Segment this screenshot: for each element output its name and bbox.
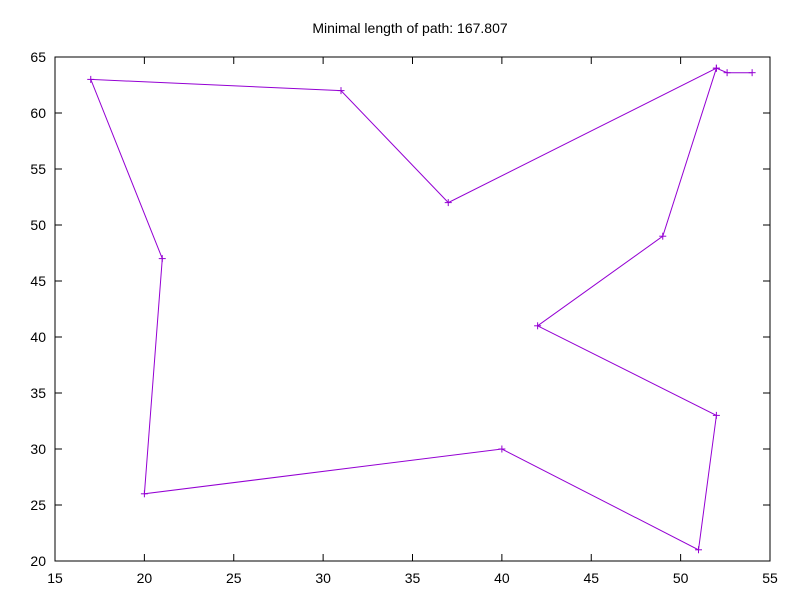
y-tick-label: 60 (30, 105, 46, 121)
y-tick-label: 50 (30, 217, 46, 233)
path-point (723, 69, 731, 77)
x-tick-label: 20 (137, 570, 153, 586)
path-point (444, 199, 452, 207)
path-point (659, 232, 667, 240)
x-tick-label: 15 (47, 570, 63, 586)
chart-title: Minimal length of path: 167.807 (312, 20, 508, 36)
y-tick-label: 35 (30, 385, 46, 401)
y-tick-label: 65 (30, 49, 46, 65)
path-point (534, 322, 542, 330)
path-point (748, 69, 756, 77)
y-tick-label: 20 (30, 553, 46, 569)
x-tick-label: 35 (405, 570, 421, 586)
y-tick-label: 25 (30, 497, 46, 513)
y-tick-label: 30 (30, 441, 46, 457)
path-point (712, 411, 720, 419)
x-tick-label: 45 (583, 570, 599, 586)
y-tick-label: 55 (30, 161, 46, 177)
series-layer (87, 64, 756, 554)
path-point (140, 490, 148, 498)
path-point (498, 445, 506, 453)
y-tick-label: 40 (30, 329, 46, 345)
y-axis: 20 25 30 35 40 45 50 55 60 65 (30, 49, 770, 569)
x-axis: 15 20 25 30 35 40 45 50 55 (47, 57, 778, 586)
path-point (158, 255, 166, 263)
path-point (337, 87, 345, 95)
path-point (712, 64, 720, 72)
x-tick-label: 40 (494, 570, 510, 586)
plot-area-border (54, 56, 771, 562)
y-tick-label: 45 (30, 273, 46, 289)
path-line (90, 67, 753, 551)
x-tick-label: 30 (315, 570, 331, 586)
path-point (87, 75, 95, 83)
x-tick-label: 55 (762, 570, 778, 586)
x-tick-label: 50 (673, 570, 689, 586)
x-tick-label: 25 (226, 570, 242, 586)
path-point (695, 546, 702, 554)
